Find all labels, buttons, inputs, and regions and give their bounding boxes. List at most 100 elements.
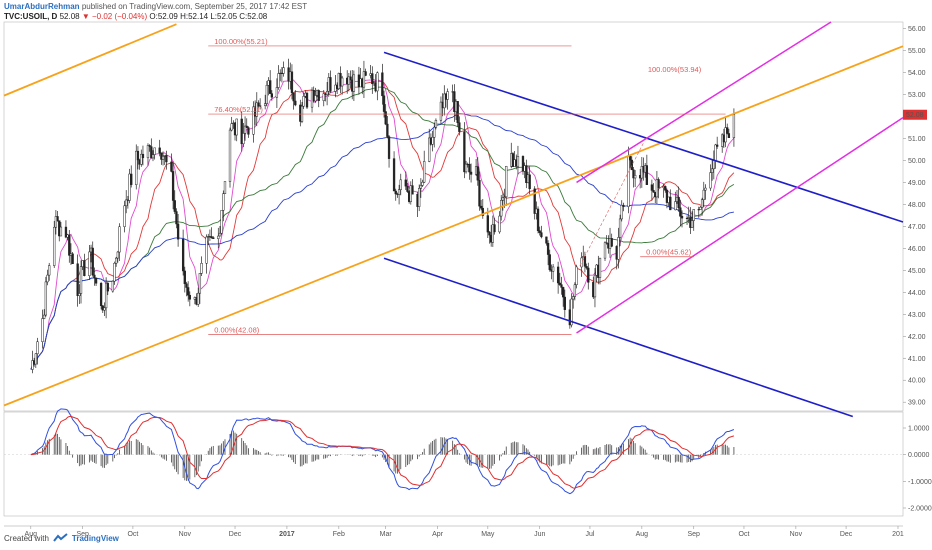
candle-down <box>381 72 384 97</box>
candle-up <box>218 232 222 237</box>
candle-up <box>418 188 421 207</box>
candle-down <box>536 208 540 231</box>
candle-up <box>423 161 426 183</box>
candle-up <box>197 292 200 305</box>
candle-up <box>617 237 620 260</box>
candle-down <box>404 179 407 187</box>
candle-up <box>48 265 51 276</box>
candle-up <box>228 129 232 182</box>
candle-down <box>548 254 551 270</box>
candle-down <box>458 122 461 132</box>
candle-down <box>525 165 528 183</box>
candle-up <box>732 114 736 138</box>
candle-down <box>187 287 190 296</box>
candle-up <box>575 266 578 286</box>
candle-down <box>91 247 94 276</box>
candle-up <box>146 145 150 159</box>
candle-up <box>325 91 329 96</box>
candle-up <box>692 209 695 221</box>
y-tick-label: 49.00 <box>908 180 926 187</box>
candle-up <box>714 144 717 161</box>
x-tick-label: Aug <box>636 531 649 538</box>
fib-label: 76.40%(52.11) <box>214 105 263 114</box>
candle-down <box>605 242 608 244</box>
candle-down <box>170 161 173 172</box>
ma-fast-line <box>30 78 735 370</box>
candle-down <box>245 125 248 128</box>
candle-up <box>627 156 630 207</box>
candle-up <box>690 220 694 228</box>
candle-up <box>115 257 118 264</box>
created-with-label: Created with <box>4 533 49 543</box>
candle-down <box>150 146 153 159</box>
candle-down <box>188 294 191 300</box>
candle-up <box>352 74 356 92</box>
plot-frame <box>3 21 904 412</box>
candle-down <box>632 169 635 179</box>
ohlc-label: O:52.09 H:52.14 L:52.05 C:52.08 <box>149 12 268 21</box>
orange-channel-upper <box>3 23 177 97</box>
candle-down <box>76 263 79 297</box>
candle-up <box>222 193 225 211</box>
candle-down <box>680 216 684 219</box>
y-tick-label: 39.00 <box>908 400 926 407</box>
y-tick-label: 53.00 <box>908 92 926 99</box>
y-tick-label: 41.00 <box>908 356 926 363</box>
candle-up <box>674 201 677 211</box>
candle-up <box>88 251 91 276</box>
candle-up <box>655 179 659 198</box>
candle-down <box>175 211 178 225</box>
candle-up <box>633 175 637 179</box>
ma-mid-line <box>30 80 735 370</box>
candle-down <box>305 92 309 108</box>
candle-up <box>140 153 143 165</box>
candle-down <box>556 266 560 284</box>
candle-down <box>130 173 133 185</box>
y-tick-label: 54.00 <box>908 70 926 77</box>
candle-down <box>463 131 466 173</box>
candle-down <box>68 234 71 256</box>
candle-down <box>64 226 68 238</box>
candle-down <box>716 144 719 147</box>
candle-up <box>79 266 83 294</box>
candle-down <box>292 92 295 102</box>
candle-up <box>235 118 238 136</box>
signal-line <box>30 415 735 489</box>
candle-down <box>479 205 483 209</box>
candle-down <box>545 236 548 244</box>
change-label: −0.02 (−0.04%) <box>92 12 148 21</box>
publish-info: published on TradingView.com, September … <box>81 2 308 11</box>
candle-down <box>247 127 250 135</box>
candle-up <box>302 96 305 107</box>
candle-down <box>558 282 561 285</box>
candle-up <box>322 93 325 101</box>
y-tick-label: 43.00 <box>908 312 926 319</box>
candle-down <box>56 216 59 221</box>
candle-up <box>104 282 108 309</box>
candle-down <box>329 77 332 92</box>
candle-up <box>43 314 46 319</box>
candle-down <box>546 242 550 255</box>
candle-up <box>223 181 227 194</box>
candle-up <box>709 172 712 189</box>
candle-down <box>181 238 185 272</box>
candle-up <box>593 274 597 298</box>
candle-up <box>41 318 44 342</box>
candle-up <box>433 127 436 138</box>
candle-down <box>587 267 590 283</box>
candle-up <box>265 84 268 104</box>
candle-up <box>397 189 401 195</box>
candle-up <box>275 87 279 98</box>
candle-up <box>153 147 156 155</box>
candle-down <box>148 145 151 147</box>
candle-up <box>198 273 202 294</box>
y-tick-label: 42.00 <box>908 334 926 341</box>
y-tick-label: 40.00 <box>908 378 926 385</box>
candle-up <box>431 137 434 145</box>
author-link[interactable]: UmarAbdurRehman <box>4 2 80 11</box>
tradingview-logo[interactable]: TradingView <box>53 533 119 543</box>
candle-down <box>560 284 563 288</box>
candle-down <box>99 283 103 306</box>
candle-down <box>406 185 409 192</box>
